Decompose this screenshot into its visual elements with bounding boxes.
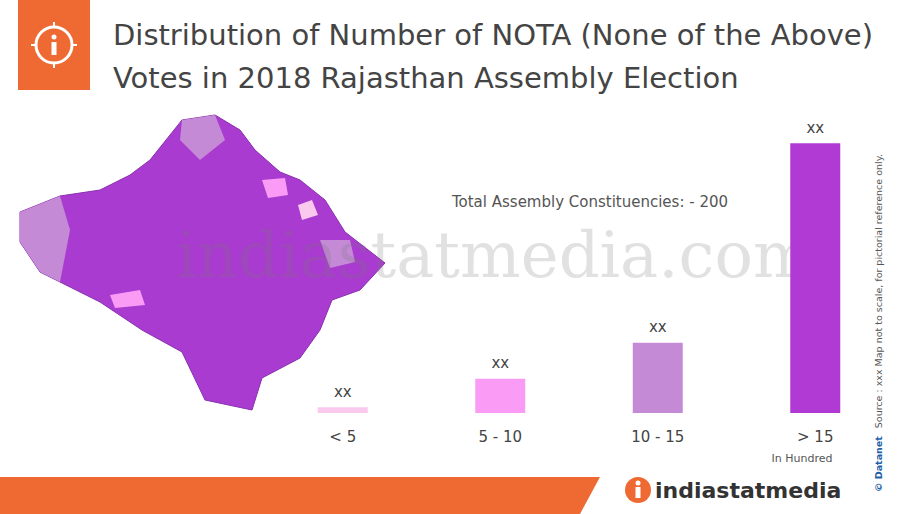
html-text:Source : xxx Map not to scale,: Source : xxx Map not to scale, for picto… [873, 154, 884, 429]
svg-text:xx: xx [806, 119, 824, 137]
svg-text:xx: xx [491, 354, 509, 372]
html-text:In Hundred: In Hundred [771, 452, 833, 465]
html-text:Total Assembly Constituencies:: Total Assembly Constituencies: - 200 [451, 193, 728, 211]
svg-text:5 - 10: 5 - 10 [478, 428, 522, 446]
svg-text:> 15: > 15 [797, 428, 833, 446]
svg-text:xx: xx [649, 318, 667, 336]
html-text:indiastatmedia.com: indiastatmedia.com [176, 218, 814, 292]
html-text:© Datanet: © Datanet [873, 436, 884, 492]
svg-text:10 - 15: 10 - 15 [631, 428, 684, 446]
svg-text:xx: xx [334, 383, 352, 401]
html-text:indiastatmedia: indiastatmedia [655, 478, 842, 503]
svg-text:< 5: < 5 [329, 428, 356, 446]
html-text:Distribution of Number of NOTA: Distribution of Number of NOTA (None of … [113, 18, 873, 95]
